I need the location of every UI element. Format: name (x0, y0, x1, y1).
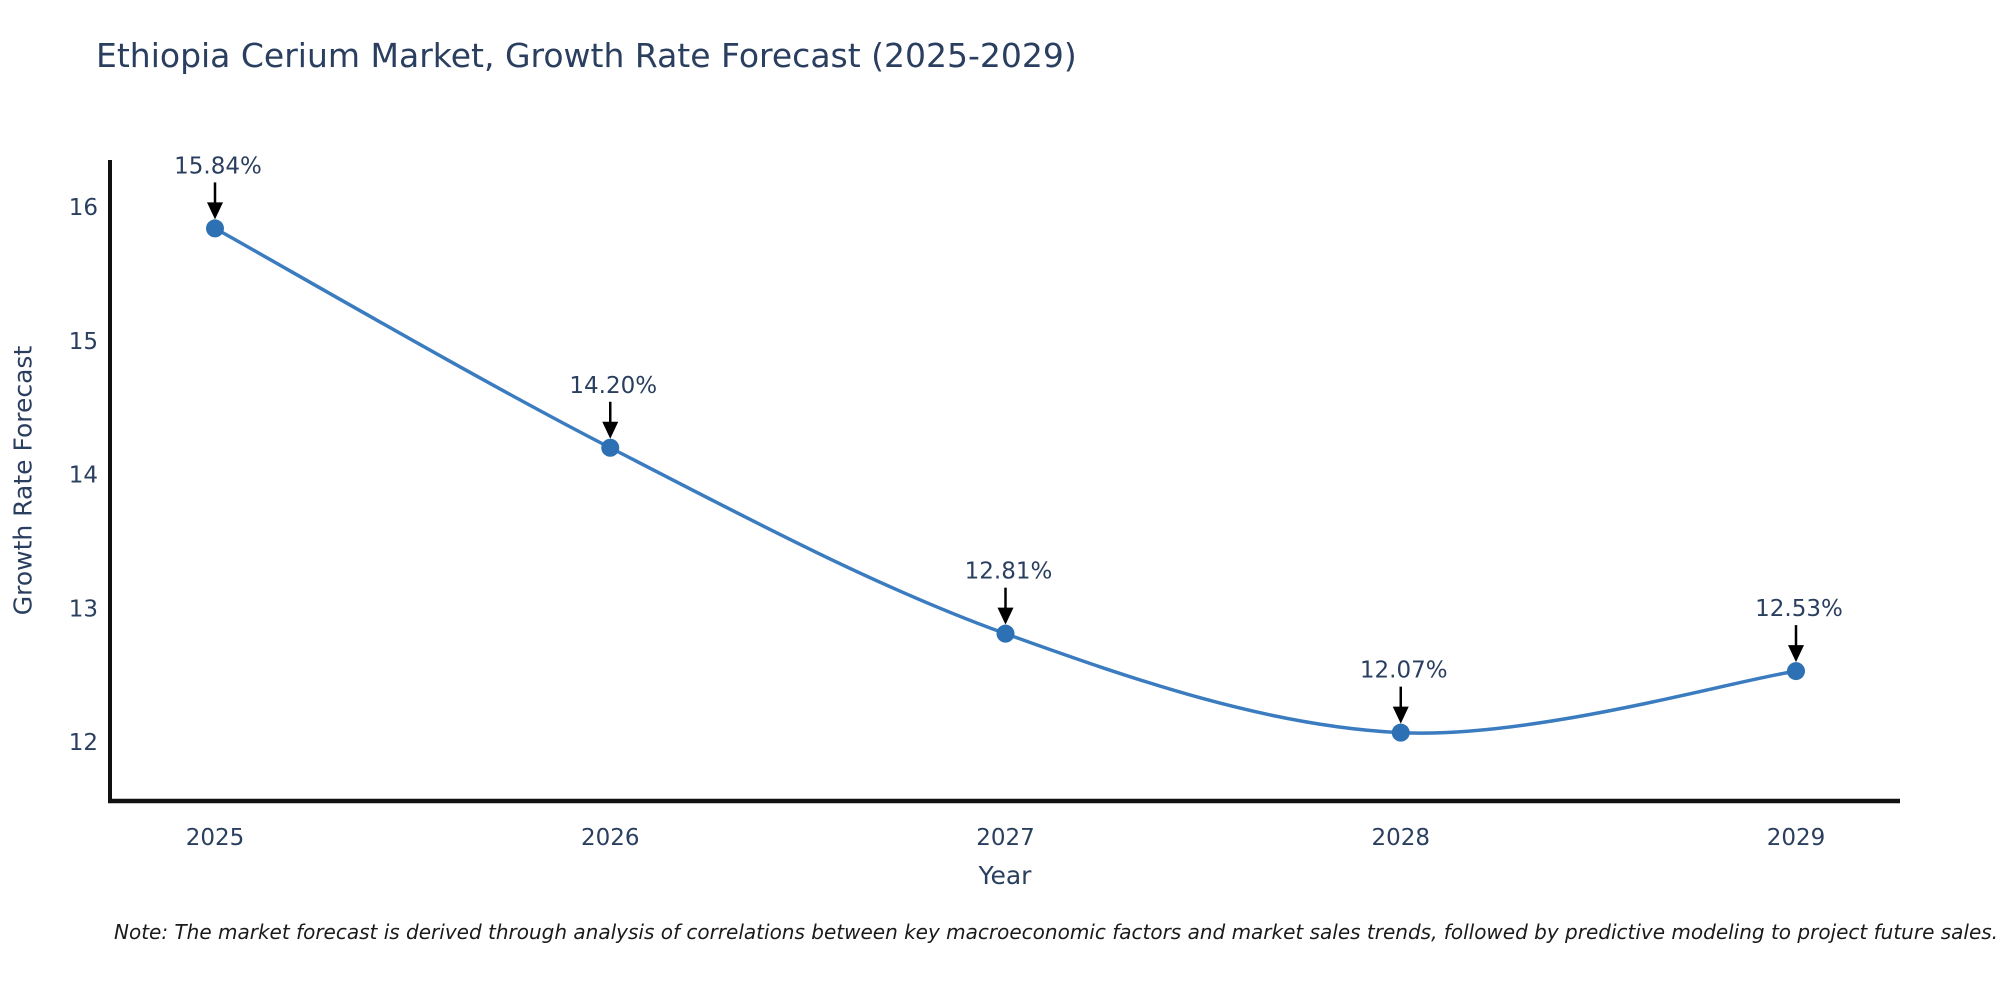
data-point-marker (601, 438, 620, 457)
point-value-label: 12.53% (1755, 596, 1843, 622)
point-value-label: 15.84% (174, 153, 262, 179)
y-tick-label: 12 (69, 730, 98, 756)
chart-title: Ethiopia Cerium Market, Growth Rate Fore… (96, 36, 1077, 75)
point-value-label: 14.20% (569, 373, 657, 399)
data-point-marker (1391, 723, 1410, 742)
y-tick-label: 15 (69, 329, 98, 355)
x-tick-label: 2025 (186, 825, 245, 851)
footnote: Note: The market forecast is derived thr… (114, 920, 1999, 944)
x-tick-label: 2029 (1767, 825, 1826, 851)
data-point-marker (206, 219, 224, 238)
point-value-label: 12.81% (965, 559, 1053, 585)
annotation-arrow-head (997, 607, 1014, 625)
annotation-arrow-head (602, 421, 619, 439)
y-tick-label: 13 (69, 596, 98, 622)
point-value-label: 12.07% (1360, 658, 1448, 684)
annotation-arrow-head (1788, 645, 1804, 663)
annotation-arrow-head (1392, 706, 1409, 724)
x-tick-label: 2028 (1371, 825, 1430, 851)
x-axis-title: Year (978, 861, 1032, 890)
data-point-marker (996, 624, 1015, 643)
data-point-marker (1787, 662, 1805, 681)
y-tick-label: 14 (69, 463, 98, 489)
y-tick-label: 16 (69, 195, 98, 221)
x-tick-label: 2027 (976, 825, 1035, 851)
x-tick-label: 2026 (581, 825, 640, 851)
annotation-arrow-head (207, 202, 223, 220)
forecast-line-series (213, 226, 1798, 735)
